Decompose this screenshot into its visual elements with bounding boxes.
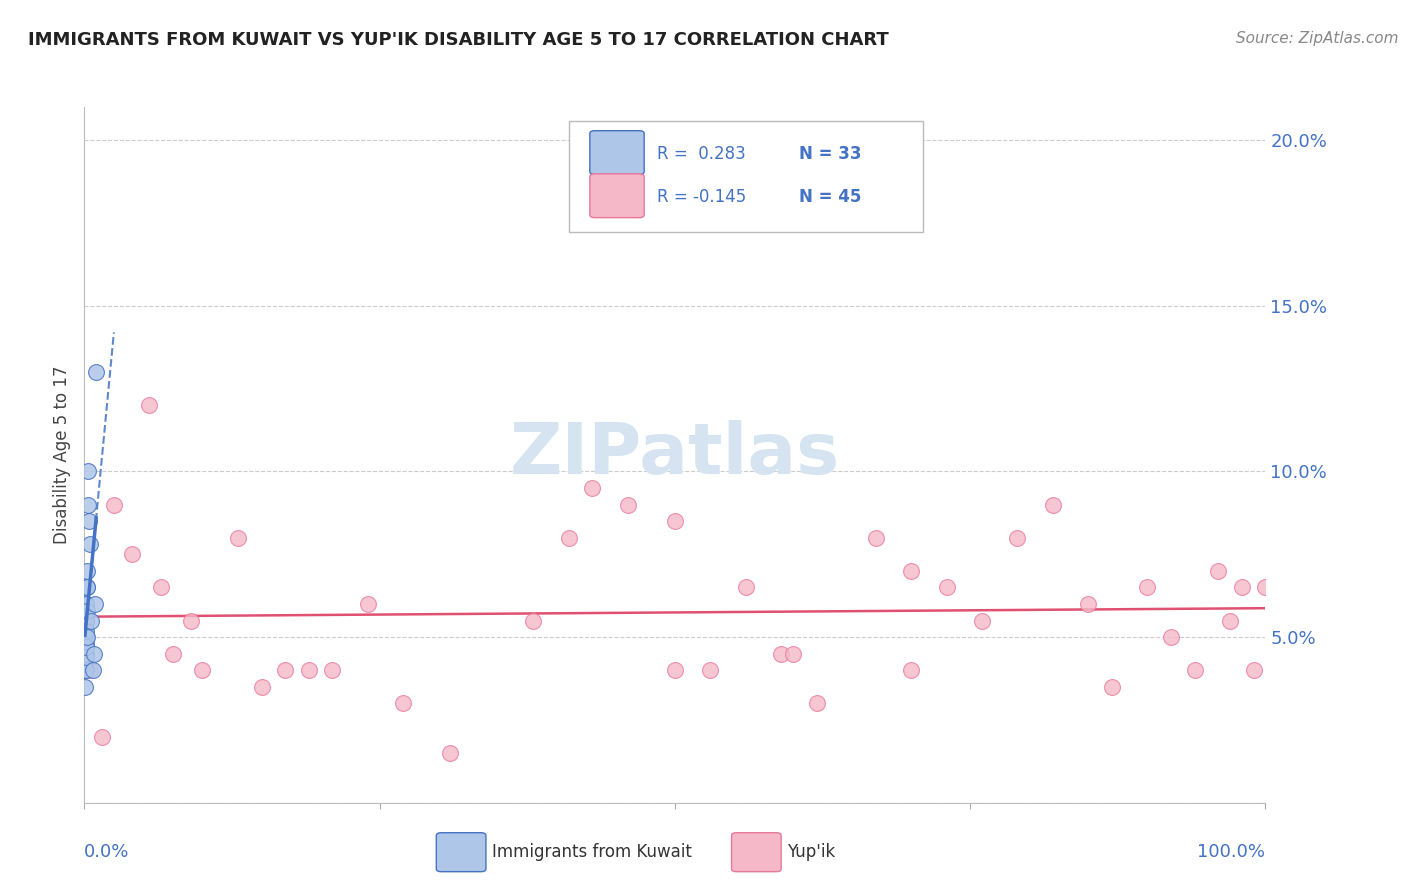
Y-axis label: Disability Age 5 to 17: Disability Age 5 to 17	[53, 366, 72, 544]
Point	[83, 647, 105, 661]
Point	[75, 663, 97, 677]
Point	[79, 663, 101, 677]
Point	[664, 514, 686, 528]
Point	[1042, 498, 1064, 512]
Point	[77, 498, 100, 512]
Point	[970, 614, 993, 628]
Point	[1219, 614, 1241, 628]
Point	[699, 663, 721, 677]
FancyBboxPatch shape	[591, 131, 644, 175]
Point	[82, 663, 104, 677]
Point	[75, 647, 97, 661]
Point	[557, 531, 579, 545]
Point	[84, 365, 107, 379]
Point	[298, 663, 321, 677]
Point	[1254, 581, 1277, 595]
Point	[75, 604, 97, 618]
Point	[226, 531, 249, 545]
Point	[1077, 597, 1099, 611]
Point	[75, 630, 97, 644]
Text: 0.0%: 0.0%	[84, 843, 129, 861]
Point	[75, 614, 97, 628]
Point	[1101, 680, 1123, 694]
Point	[91, 730, 114, 744]
Point	[1160, 630, 1182, 644]
Point	[77, 465, 100, 479]
Point	[84, 597, 107, 611]
Point	[806, 697, 828, 711]
Point	[76, 581, 98, 595]
Point	[162, 647, 184, 661]
Text: 100.0%: 100.0%	[1198, 843, 1265, 861]
Text: Immigrants from Kuwait: Immigrants from Kuwait	[492, 843, 692, 861]
Point	[274, 663, 297, 677]
Text: Source: ZipAtlas.com: Source: ZipAtlas.com	[1236, 31, 1399, 46]
Point	[439, 746, 461, 760]
Point	[392, 697, 415, 711]
FancyBboxPatch shape	[568, 121, 922, 232]
Text: R =  0.283: R = 0.283	[657, 145, 747, 163]
Point	[900, 564, 922, 578]
Point	[250, 680, 273, 694]
FancyBboxPatch shape	[436, 833, 486, 871]
Point	[76, 581, 98, 595]
Point	[75, 614, 97, 628]
Point	[180, 614, 202, 628]
Text: ZIPatlas: ZIPatlas	[510, 420, 839, 490]
Text: N = 33: N = 33	[799, 145, 862, 163]
Point	[1136, 581, 1159, 595]
Point	[75, 657, 97, 671]
Point	[191, 663, 214, 677]
Point	[150, 581, 173, 595]
Point	[80, 614, 103, 628]
Point	[1230, 581, 1253, 595]
Point	[75, 620, 97, 634]
Point	[616, 498, 638, 512]
Point	[865, 531, 887, 545]
Point	[75, 637, 97, 651]
FancyBboxPatch shape	[591, 174, 644, 218]
Point	[79, 537, 101, 551]
Point	[900, 663, 922, 677]
Point	[522, 614, 544, 628]
Point	[75, 624, 97, 638]
Point	[76, 604, 98, 618]
Point	[1007, 531, 1029, 545]
Point	[734, 581, 756, 595]
Point	[782, 647, 804, 661]
FancyBboxPatch shape	[731, 833, 782, 871]
Point	[321, 663, 343, 677]
Point	[75, 640, 97, 654]
Point	[75, 630, 97, 644]
Point	[357, 597, 380, 611]
Point	[935, 581, 957, 595]
Point	[77, 514, 100, 528]
Text: Yup'ik: Yup'ik	[787, 843, 835, 861]
Point	[138, 398, 160, 412]
Point	[76, 597, 98, 611]
Point	[75, 597, 97, 611]
Point	[770, 647, 793, 661]
Point	[121, 547, 143, 561]
Point	[75, 614, 97, 628]
Point	[664, 663, 686, 677]
Text: R = -0.145: R = -0.145	[657, 188, 747, 206]
Point	[76, 630, 98, 644]
Point	[75, 630, 97, 644]
Point	[103, 498, 125, 512]
Point	[75, 663, 97, 677]
Point	[75, 650, 97, 665]
Point	[1243, 663, 1265, 677]
Point	[76, 564, 98, 578]
Point	[73, 680, 96, 694]
Point	[581, 481, 603, 495]
Text: IMMIGRANTS FROM KUWAIT VS YUP'IK DISABILITY AGE 5 TO 17 CORRELATION CHART: IMMIGRANTS FROM KUWAIT VS YUP'IK DISABIL…	[28, 31, 889, 49]
Point	[1206, 564, 1229, 578]
Text: N = 45: N = 45	[799, 188, 862, 206]
Point	[1184, 663, 1206, 677]
